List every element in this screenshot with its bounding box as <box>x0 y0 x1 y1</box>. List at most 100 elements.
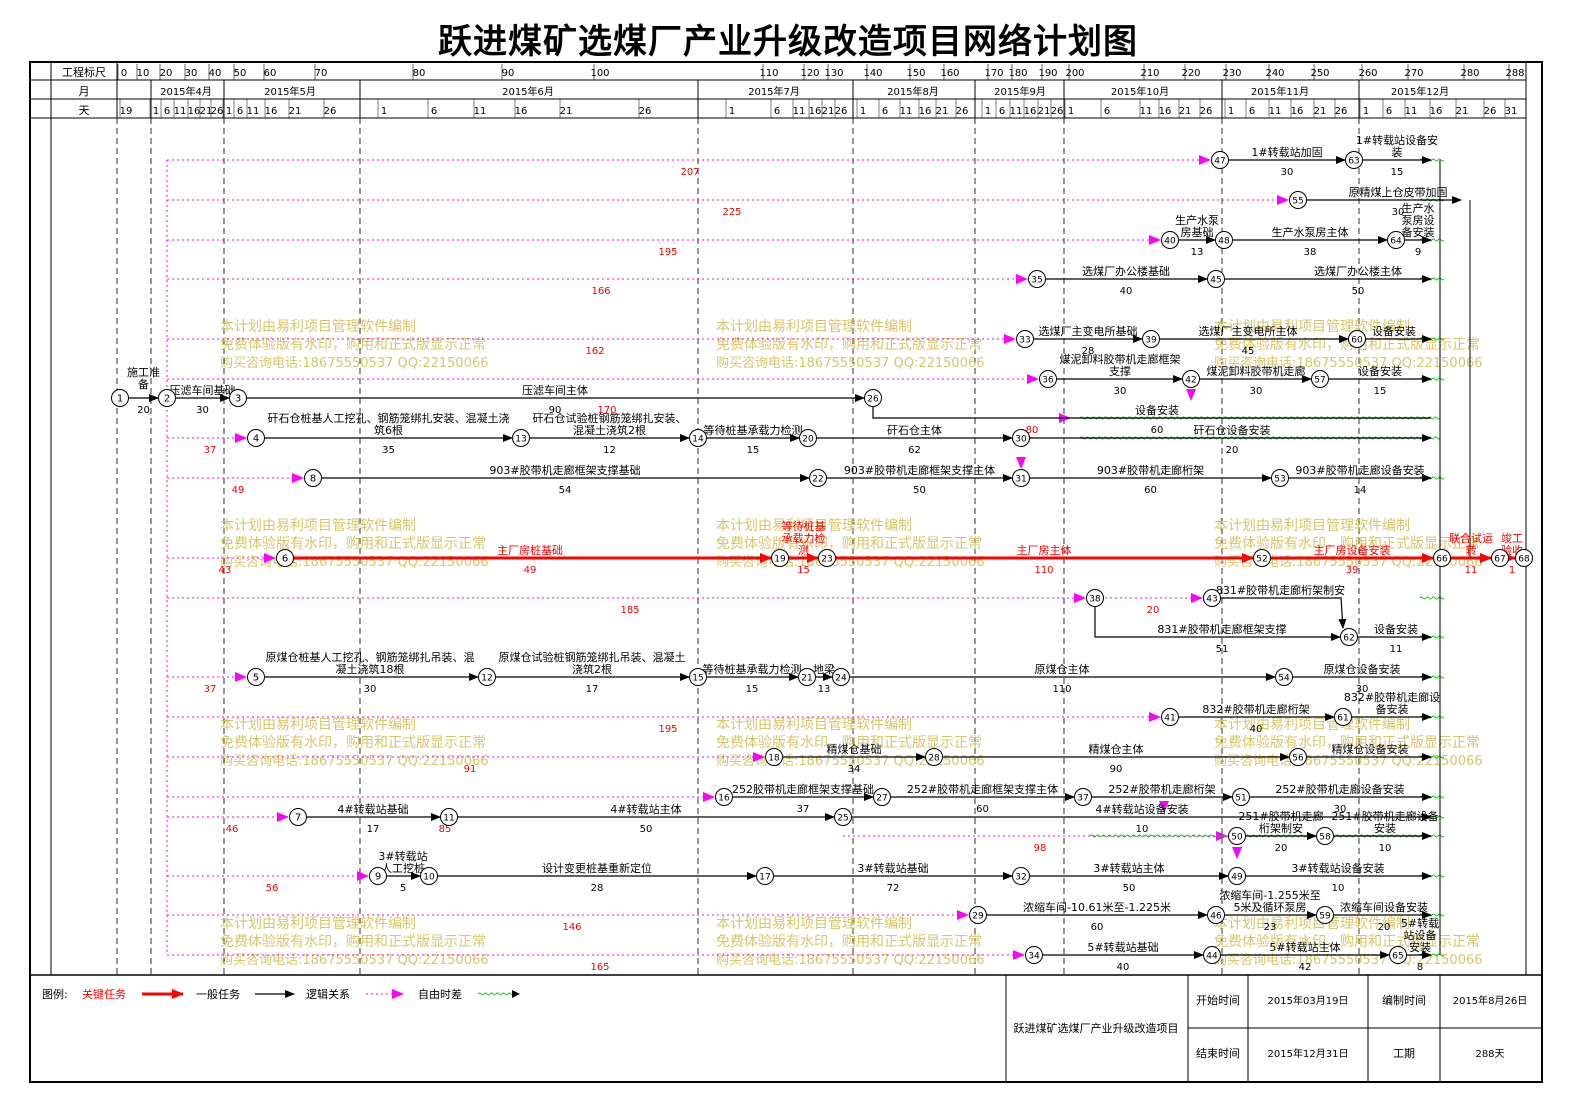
activity-name: 252#胶带机走廊框架支撑主体 <box>907 782 1058 796</box>
activity-name: 5#转载站主体 <box>1269 940 1340 954</box>
event-node <box>1207 270 1225 288</box>
activity-name: 精煤仓主体 <box>1089 742 1144 756</box>
activity-name: 联合试运转 <box>1449 531 1493 557</box>
legend-float-arrowhead <box>512 990 520 998</box>
scale-tick: 250 <box>1310 68 1329 79</box>
activity-name: 矸石仓试验桩钢筋笼绑扎安装、混凝土浇筑2根 <box>533 411 687 437</box>
event-node <box>873 788 891 806</box>
event-node <box>809 469 827 487</box>
info-end-label: 结束时间 <box>1196 1047 1240 1060</box>
day-number: 11 <box>900 106 913 117</box>
activity-name: 设备安装 <box>1372 324 1416 338</box>
scale-tick: 190 <box>1038 68 1057 79</box>
info-period-value: 288天 <box>1475 1049 1504 1060</box>
event-node <box>1232 788 1250 806</box>
day-label: 天 <box>79 104 90 117</box>
watermark-line: 购买咨询电话:18675550537 QQ:22150066 <box>1214 355 1483 371</box>
event-node <box>247 429 265 447</box>
watermark-line: 本计划由易利项目管理软件编制 <box>1214 717 1410 733</box>
day-number: 21 <box>200 106 213 117</box>
event-node <box>1207 906 1225 924</box>
activity-duration: 72 <box>887 883 900 894</box>
activity-duration: 23 <box>1264 922 1277 933</box>
event-node <box>1012 429 1030 447</box>
day-number: 1 <box>1068 106 1074 117</box>
day-number: 11 <box>1269 106 1282 117</box>
day-number: 16 <box>265 106 278 117</box>
event-node-number: 14 <box>692 435 704 445</box>
event-node <box>512 429 530 447</box>
activity-name: 252#胶带机走廊桁架 <box>1108 782 1215 796</box>
activity-duration: 14 <box>1354 485 1367 496</box>
event-node <box>1025 946 1043 964</box>
day-number: 16 <box>188 106 201 117</box>
event-node <box>1086 589 1104 607</box>
day-number: 16 <box>515 106 528 117</box>
event-node <box>1433 549 1451 567</box>
event-node <box>1311 370 1329 388</box>
activity-name: 生产水泵房设备安装 <box>1402 201 1435 239</box>
float-value: 170 <box>597 405 616 416</box>
watermark-line: 免费体验版有水印，购用和正式版显示正常 <box>716 536 982 552</box>
event-node <box>1387 231 1405 249</box>
day-number: 6 <box>1386 106 1392 117</box>
activity-duration: 15 <box>1391 167 1404 178</box>
watermark-line: 免费体验版有水印，购用和正式版显示正常 <box>220 536 486 552</box>
watermark-line: 免费体验版有水印，购用和正式版显示正常 <box>220 735 486 751</box>
event-node <box>1275 668 1293 686</box>
event-node-number: 27 <box>876 794 887 804</box>
activity-name: 地梁 <box>813 662 835 676</box>
event-node-number: 42 <box>1185 376 1196 386</box>
activity-name: 原精煤上仓皮带加固 <box>1349 185 1448 199</box>
event-node-number: 25 <box>837 814 848 824</box>
event-node-number: 53 <box>1274 475 1285 485</box>
activity-name: 设备安装 <box>1374 622 1418 636</box>
float-value: 225 <box>722 207 741 218</box>
day-number: 16 <box>809 106 822 117</box>
event-node-number: 64 <box>1390 237 1402 247</box>
activity-duration: 20 <box>1275 843 1288 854</box>
activity-duration: 49 <box>524 565 537 576</box>
activity-name: 浓缩车间-10.61米至-1.225米 <box>1023 900 1171 914</box>
event-node <box>289 808 307 826</box>
day-number: 11 <box>1405 106 1418 117</box>
activity-name: 原煤仓试验桩钢筋笼绑扎吊装、混凝土浇筑2根 <box>499 650 686 676</box>
event-node <box>1074 788 1092 806</box>
scale-tick: 100 <box>590 68 609 79</box>
event-node-number: 46 <box>1210 912 1222 922</box>
day-number: 6 <box>1104 106 1110 117</box>
activity-name: 252胶带机走廊框架支撑基础 <box>732 782 874 796</box>
legend-normal-label: 一般任务 <box>196 988 240 1001</box>
activity-name: 903#胶带机走廊框架支撑基础 <box>489 463 640 477</box>
float-value: 162 <box>585 346 604 357</box>
event-node-number: 9 <box>375 872 381 883</box>
watermark-line: 本计划由易利项目管理软件编制 <box>220 717 416 733</box>
event-node <box>798 668 816 686</box>
event-node-number: 65 <box>1392 952 1403 962</box>
event-node-number: 63 <box>1348 157 1359 167</box>
month-name: 2015年5月 <box>264 85 316 98</box>
activity-name: 设计变更桩基重新定位 <box>542 861 652 875</box>
activity-duration: 11 <box>1465 565 1478 576</box>
event-node <box>925 748 943 766</box>
event-node <box>765 748 783 766</box>
event-node <box>799 429 817 447</box>
activity-duration: 30 <box>364 684 377 695</box>
float-value: 49 <box>232 485 245 496</box>
event-node <box>1203 589 1221 607</box>
event-node-number: 32 <box>1015 873 1026 883</box>
event-node <box>1515 549 1533 567</box>
event-node-number: 68 <box>1518 555 1530 565</box>
float-value: 165 <box>590 962 609 973</box>
activity-duration: 50 <box>1123 883 1136 894</box>
activity-duration: 30 <box>1114 386 1127 397</box>
event-node-number: 67 <box>1494 555 1505 565</box>
event-node-number: 15 <box>692 674 703 684</box>
watermark-line: 本计划由易利项目管理软件编制 <box>716 717 912 733</box>
legend-critical-label: 关键任务 <box>82 987 126 1001</box>
event-node-number: 10 <box>423 873 435 883</box>
float-value: 195 <box>658 724 677 735</box>
legend-label: 图例: <box>42 987 68 1001</box>
day-number: 21 <box>289 106 302 117</box>
